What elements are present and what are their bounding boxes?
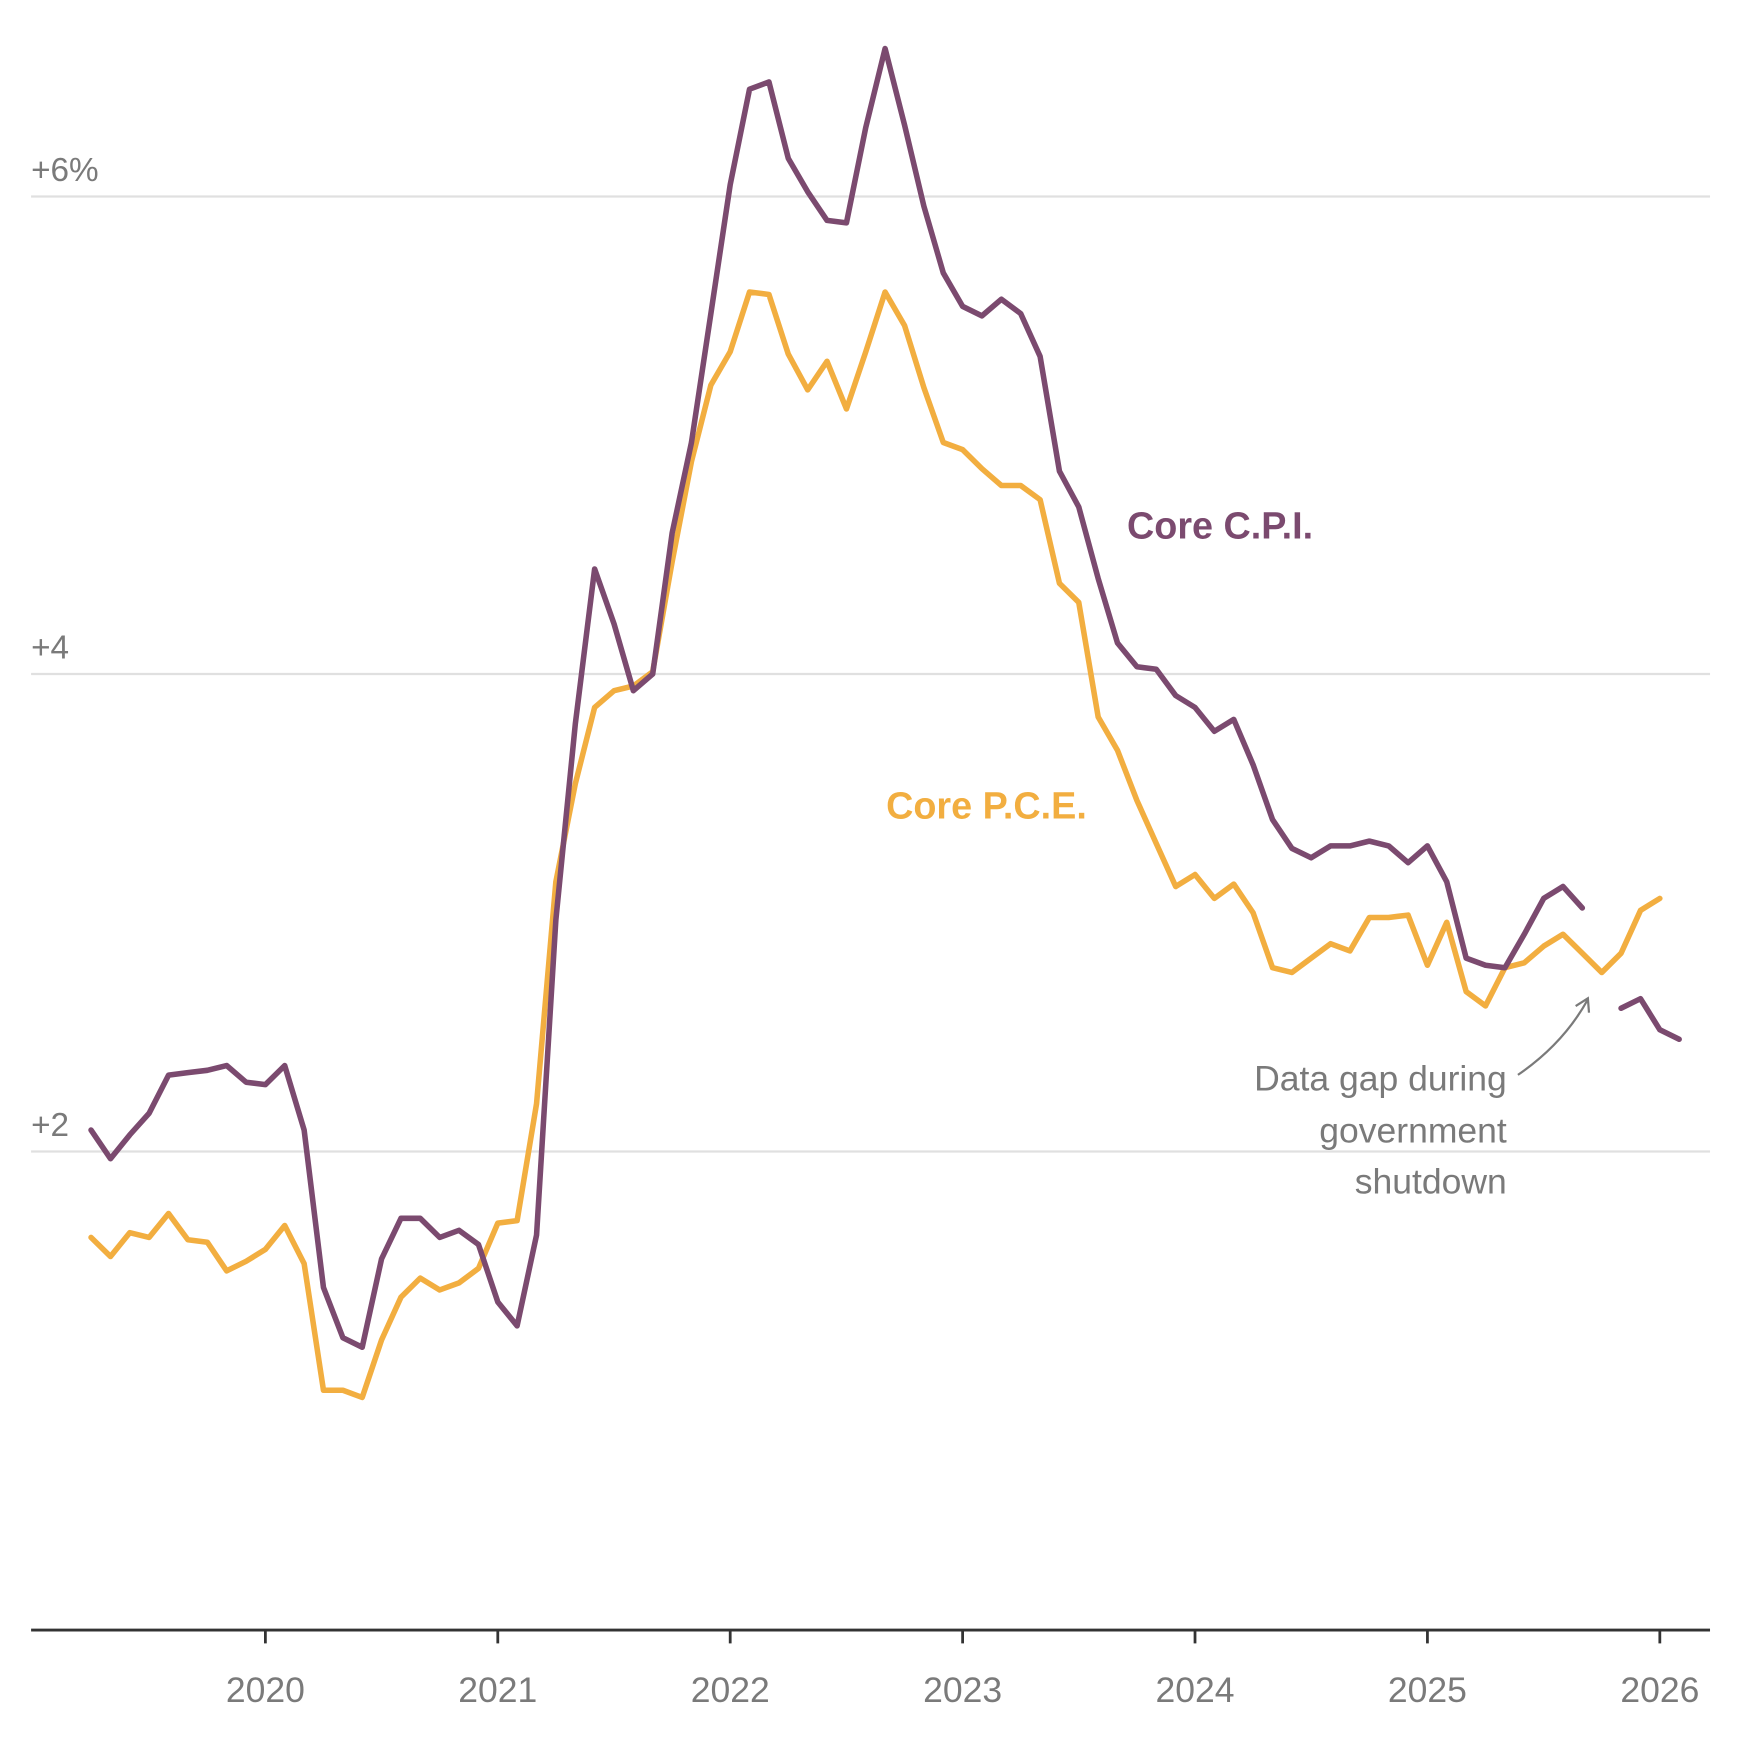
annotation-line-2: government — [1319, 1111, 1507, 1151]
shutdown-annotation: Data gap during government shutdown — [1254, 996, 1591, 1202]
x-tick-label: 2026 — [1620, 1670, 1699, 1710]
annotation-line-1: Data gap during — [1254, 1058, 1507, 1098]
series-label-core-pce: Core P.C.E. — [886, 784, 1087, 826]
series-label-core-cpi: Core C.P.I. — [1127, 505, 1313, 547]
gridlines — [31, 195, 1711, 1153]
x-tick-label: 2020 — [226, 1670, 305, 1710]
y-tick-label: +2 — [31, 1107, 69, 1144]
series-lines — [88, 45, 1682, 1401]
y-tick-label: +4 — [31, 629, 69, 666]
series-line-core-pce — [88, 289, 1663, 1401]
x-tick-label: 2024 — [1156, 1670, 1235, 1710]
y-axis-labels: +2 +4 +6% — [31, 152, 99, 1144]
y-tick-label: +6% — [31, 152, 99, 189]
annotation-line-3: shutdown — [1355, 1162, 1507, 1202]
x-tick-label: 2021 — [458, 1670, 537, 1710]
x-tick-label: 2022 — [691, 1670, 770, 1710]
annotation-arrow-icon — [1517, 996, 1591, 1076]
x-axis: 2020 2021 2022 2023 2024 2025 2026 — [226, 1630, 1699, 1710]
x-tick-label: 2023 — [923, 1670, 1002, 1710]
x-tick-label: 2025 — [1388, 1670, 1467, 1710]
series-line-core-cpi — [88, 45, 1682, 1351]
